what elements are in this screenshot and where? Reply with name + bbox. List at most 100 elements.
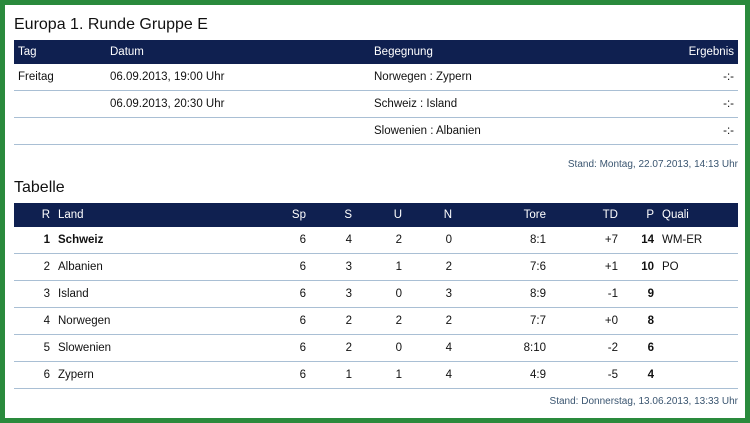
games: 6 bbox=[234, 361, 310, 389]
match-row: Freitag 06.09.2013, 19:00 Uhr Norwegen :… bbox=[14, 64, 738, 91]
header-spiele: Sp bbox=[291, 209, 306, 221]
header-niederlagen: N bbox=[443, 209, 452, 221]
table-title: Tabelle bbox=[14, 179, 65, 196]
header-siege: S bbox=[344, 209, 352, 221]
header-tordifferenz: TD bbox=[602, 209, 618, 221]
goals: 8:9 bbox=[456, 280, 550, 308]
wins: 2 bbox=[310, 307, 356, 335]
goal-difference: +1 bbox=[550, 253, 622, 281]
losses: 4 bbox=[406, 361, 456, 389]
wins: 2 bbox=[310, 334, 356, 362]
points: 6 bbox=[622, 334, 658, 362]
games: 6 bbox=[234, 334, 310, 362]
header-land: Land bbox=[58, 209, 84, 221]
match-datum bbox=[106, 117, 370, 145]
goals: 8:1 bbox=[456, 227, 550, 254]
team-name: Slowenien bbox=[54, 334, 234, 362]
table-stand-timestamp: Stand: Donnerstag, 13.06.2013, 13:33 Uhr bbox=[549, 396, 738, 407]
standings-row: 5 Slowenien 6 2 0 4 8:10 -2 6 bbox=[14, 334, 738, 362]
losses: 2 bbox=[406, 307, 456, 335]
match-datum: 06.09.2013, 20:30 Uhr bbox=[106, 90, 370, 118]
goals: 8:10 bbox=[456, 334, 550, 362]
losses: 4 bbox=[406, 334, 456, 362]
losses: 0 bbox=[406, 227, 456, 254]
match-tag: Freitag bbox=[14, 64, 106, 91]
team-name: Norwegen bbox=[54, 307, 234, 335]
goal-difference: +0 bbox=[550, 307, 622, 335]
wins: 3 bbox=[310, 253, 356, 281]
standings-row: 1 Schweiz 6 4 2 0 8:1 +7 14 WM-ER bbox=[14, 227, 738, 254]
qualification bbox=[658, 280, 738, 308]
draws: 2 bbox=[356, 227, 406, 254]
team-name: Albanien bbox=[54, 253, 234, 281]
standings-row: 4 Norwegen 6 2 2 2 7:7 +0 8 bbox=[14, 307, 738, 335]
goal-difference: +7 bbox=[550, 227, 622, 254]
qualification bbox=[658, 307, 738, 335]
points: 10 bbox=[622, 253, 658, 281]
rank: 5 bbox=[14, 334, 54, 362]
header-datum: Datum bbox=[110, 46, 144, 58]
points: 9 bbox=[622, 280, 658, 308]
losses: 3 bbox=[406, 280, 456, 308]
points: 14 bbox=[622, 227, 658, 254]
header-unentschieden: U bbox=[393, 209, 402, 221]
rank: 3 bbox=[14, 280, 54, 308]
losses: 2 bbox=[406, 253, 456, 281]
match-row: Slowenien : Albanien -:- bbox=[14, 117, 738, 145]
matches-table: Tag Datum Begegnung Ergebnis Freitag 06.… bbox=[14, 40, 738, 145]
games: 6 bbox=[234, 280, 310, 308]
games: 6 bbox=[234, 253, 310, 281]
qualification: WM-ER bbox=[658, 227, 738, 254]
standings-row: 3 Island 6 3 0 3 8:9 -1 9 bbox=[14, 280, 738, 308]
wins: 3 bbox=[310, 280, 356, 308]
match-tag bbox=[14, 117, 106, 145]
match-ergebnis: -:- bbox=[614, 90, 738, 118]
header-punkte: P bbox=[646, 209, 654, 221]
games: 6 bbox=[234, 227, 310, 254]
standings-row: 6 Zypern 6 1 1 4 4:9 -5 4 bbox=[14, 361, 738, 389]
draws: 2 bbox=[356, 307, 406, 335]
wins: 4 bbox=[310, 227, 356, 254]
matches-header-row: Tag Datum Begegnung Ergebnis bbox=[14, 40, 738, 64]
goals: 7:7 bbox=[456, 307, 550, 335]
match-begegnung: Norwegen : Zypern bbox=[370, 64, 614, 91]
qualification: PO bbox=[658, 253, 738, 281]
team-name: Island bbox=[54, 280, 234, 308]
goals: 7:6 bbox=[456, 253, 550, 281]
match-tag bbox=[14, 90, 106, 118]
standings-header-row: R Land Sp S U N Tore TD P Quali bbox=[14, 203, 738, 227]
rank: 4 bbox=[14, 307, 54, 335]
match-row: 06.09.2013, 20:30 Uhr Schweiz : Island -… bbox=[14, 90, 738, 118]
rank: 1 bbox=[14, 227, 54, 254]
content-area: Europa 1. Runde Gruppe E Tag Datum Begeg… bbox=[14, 10, 738, 410]
match-begegnung: Slowenien : Albanien bbox=[370, 117, 614, 145]
header-tore: Tore bbox=[523, 209, 546, 221]
draws: 0 bbox=[356, 280, 406, 308]
standings-row: 2 Albanien 6 3 1 2 7:6 +1 10 PO bbox=[14, 253, 738, 281]
rank: 2 bbox=[14, 253, 54, 281]
points: 8 bbox=[622, 307, 658, 335]
team-name: Zypern bbox=[54, 361, 234, 389]
games: 6 bbox=[234, 307, 310, 335]
header-rank: R bbox=[41, 209, 50, 221]
goals: 4:9 bbox=[456, 361, 550, 389]
header-tag: Tag bbox=[18, 46, 37, 58]
qualification bbox=[658, 334, 738, 362]
draws: 0 bbox=[356, 334, 406, 362]
qualification bbox=[658, 361, 738, 389]
header-begegnung: Begegnung bbox=[374, 46, 433, 58]
wins: 1 bbox=[310, 361, 356, 389]
standings-table: R Land Sp S U N Tore TD P Quali 1 Schwei… bbox=[14, 203, 738, 389]
goal-difference: -2 bbox=[550, 334, 622, 362]
group-title: Europa 1. Runde Gruppe E bbox=[14, 16, 208, 33]
matches-stand-timestamp: Stand: Montag, 22.07.2013, 14:13 Uhr bbox=[567, 159, 738, 170]
match-ergebnis: -:- bbox=[614, 64, 738, 91]
team-name: Schweiz bbox=[54, 227, 234, 254]
draws: 1 bbox=[356, 361, 406, 389]
points: 4 bbox=[622, 361, 658, 389]
header-ergebnis: Ergebnis bbox=[688, 46, 734, 58]
draws: 1 bbox=[356, 253, 406, 281]
match-begegnung: Schweiz : Island bbox=[370, 90, 614, 118]
goal-difference: -1 bbox=[550, 280, 622, 308]
